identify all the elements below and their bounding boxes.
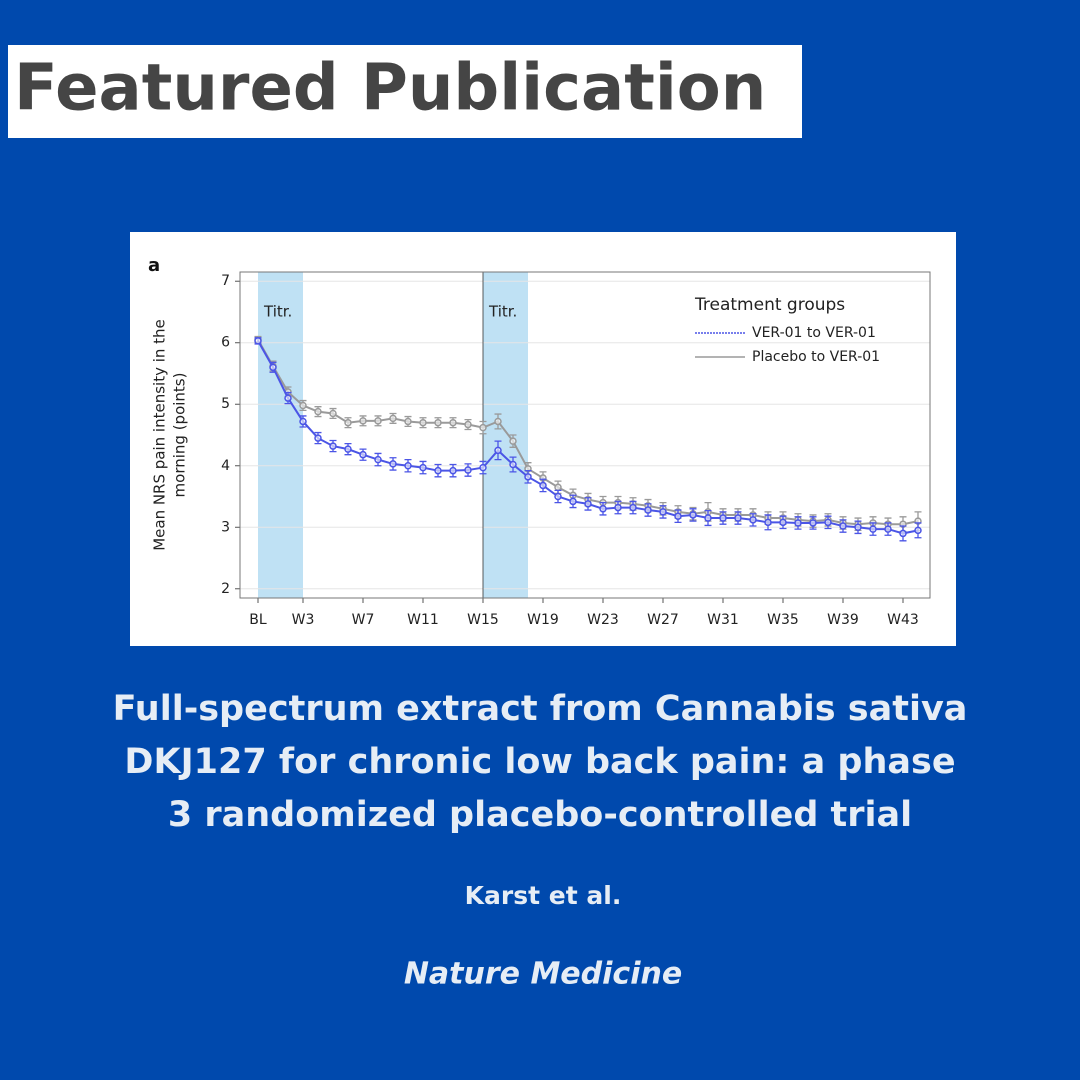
y-tick-label: 6 bbox=[221, 335, 230, 351]
pub-title-line: Full-spectrum extract from Cannabis sati… bbox=[113, 689, 968, 729]
marker bbox=[344, 418, 352, 427]
marker bbox=[824, 518, 832, 527]
x-tick-label: W39 bbox=[827, 612, 859, 628]
y-axis-label: Mean NRS pain intensity in the bbox=[151, 319, 169, 551]
marker bbox=[494, 446, 502, 455]
legend-label: Placebo to VER-01 bbox=[752, 349, 880, 365]
marker bbox=[764, 518, 772, 527]
marker bbox=[719, 514, 727, 522]
x-tick-label: W3 bbox=[292, 612, 315, 628]
marker bbox=[404, 462, 412, 470]
region-label: Titr. bbox=[488, 303, 517, 321]
marker bbox=[314, 407, 322, 416]
marker bbox=[374, 417, 382, 425]
marker bbox=[629, 503, 637, 512]
marker bbox=[419, 418, 427, 427]
marker bbox=[734, 514, 742, 522]
panel-label: a bbox=[148, 255, 160, 276]
x-tick-label: W43 bbox=[887, 612, 919, 628]
x-tick-label: W35 bbox=[767, 612, 799, 628]
x-tick-label: BL bbox=[249, 612, 267, 628]
marker bbox=[389, 460, 397, 468]
marker bbox=[254, 337, 262, 345]
marker bbox=[659, 508, 667, 516]
marker bbox=[449, 466, 457, 475]
marker bbox=[299, 417, 307, 426]
marker bbox=[269, 363, 277, 372]
marker bbox=[914, 526, 922, 535]
marker bbox=[389, 414, 397, 423]
marker bbox=[314, 434, 322, 442]
legend-label: VER-01 to VER-01 bbox=[752, 325, 876, 341]
y-tick-label: 2 bbox=[221, 581, 230, 597]
x-tick-label: W15 bbox=[467, 612, 499, 628]
marker bbox=[899, 529, 907, 538]
marker bbox=[884, 525, 892, 533]
marker bbox=[374, 455, 382, 464]
plot-frame bbox=[239, 271, 931, 599]
marker bbox=[779, 518, 787, 527]
marker bbox=[524, 473, 532, 481]
authors: Karst et al. bbox=[465, 881, 622, 910]
marker bbox=[359, 450, 367, 459]
marker bbox=[299, 401, 307, 410]
y-tick-label: 7 bbox=[221, 273, 230, 289]
x-tick-label: W23 bbox=[587, 612, 619, 628]
marker bbox=[509, 437, 517, 445]
marker bbox=[584, 500, 592, 508]
marker bbox=[284, 394, 292, 402]
marker bbox=[344, 445, 352, 453]
marker bbox=[554, 483, 562, 492]
marker bbox=[494, 417, 502, 426]
pub-title-line: DKJ127 for chronic low back pain: a phas… bbox=[124, 742, 955, 782]
marker bbox=[854, 523, 862, 532]
marker bbox=[809, 519, 817, 527]
shaded-region bbox=[483, 272, 528, 598]
marker bbox=[704, 514, 712, 522]
journal: Nature Medicine bbox=[404, 957, 682, 992]
marker bbox=[419, 463, 427, 472]
marker bbox=[329, 409, 337, 418]
marker bbox=[869, 525, 877, 533]
marker bbox=[614, 503, 622, 512]
marker bbox=[674, 512, 682, 520]
region-label: Titr. bbox=[263, 303, 292, 321]
marker bbox=[554, 492, 562, 501]
shaded-region bbox=[258, 272, 303, 598]
marker bbox=[479, 423, 487, 432]
marker bbox=[599, 505, 607, 513]
marker bbox=[749, 516, 757, 524]
marker bbox=[464, 466, 472, 474]
y-tick-label: 4 bbox=[221, 458, 230, 474]
marker bbox=[434, 466, 442, 475]
x-tick-label: W31 bbox=[707, 612, 739, 628]
header-title: Featured Publication bbox=[14, 52, 766, 126]
header-box bbox=[8, 45, 802, 138]
x-tick-label: W27 bbox=[647, 612, 679, 628]
pub-title-line: 3 randomized placebo-controlled trial bbox=[168, 795, 912, 835]
marker bbox=[479, 463, 487, 472]
legend-title: Treatment groups bbox=[694, 295, 845, 315]
y-tick-label: 3 bbox=[221, 519, 230, 535]
marker bbox=[644, 506, 652, 514]
marker bbox=[794, 519, 802, 527]
marker bbox=[509, 460, 517, 469]
marker bbox=[539, 481, 547, 490]
marker bbox=[359, 417, 367, 425]
marker bbox=[329, 442, 337, 450]
x-tick-label: W19 bbox=[527, 612, 559, 628]
marker bbox=[449, 418, 457, 427]
x-tick-label: W11 bbox=[407, 612, 439, 628]
marker bbox=[464, 420, 472, 429]
marker bbox=[839, 522, 847, 530]
marker bbox=[689, 511, 697, 519]
marker bbox=[569, 497, 577, 506]
marker bbox=[434, 418, 442, 427]
marker bbox=[404, 417, 412, 426]
y-axis-label: morning (points) bbox=[171, 373, 189, 498]
y-tick-label: 5 bbox=[221, 396, 230, 412]
x-tick-label: W7 bbox=[352, 612, 375, 628]
